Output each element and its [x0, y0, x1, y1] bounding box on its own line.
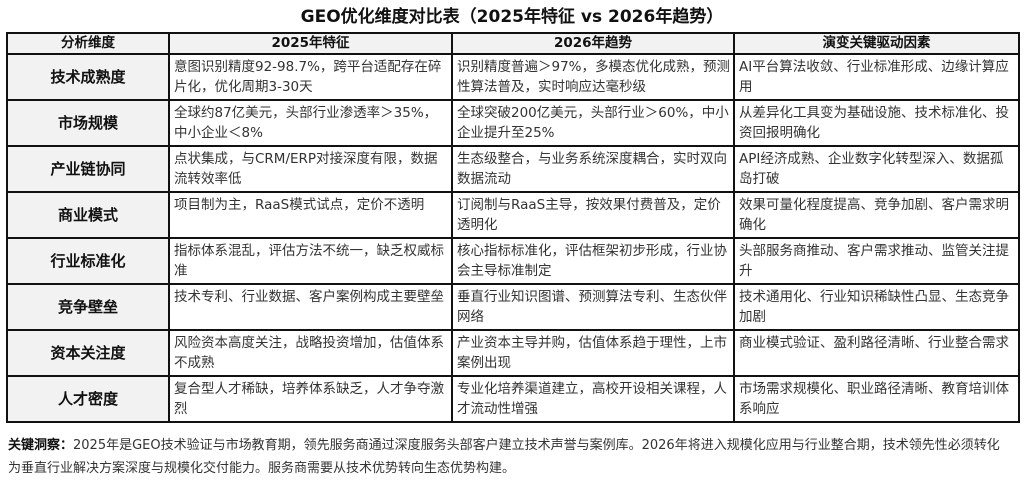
dimension-cell: 人才密度 [6, 375, 170, 423]
feature-2025-cell: 技术专利、行业数据、客户案例构成主要壁垒 [168, 283, 453, 331]
feature-2025-cell: 项目制为主，RaaS模式试点，定价不透明 [168, 191, 453, 239]
page-title: GEO优化维度对比表（2025年特征 vs 2026年趋势） [300, 7, 724, 27]
column-header-2026: 2026年趋势 [451, 32, 735, 55]
column-header-drivers: 演变关键驱动因素 [733, 32, 1020, 55]
driver-cell: 从差异化工具变为基础设施、技术标准化、投资回报明确化 [733, 99, 1020, 147]
table-header-row: 分析维度 2025年特征 2026年趋势 演变关键驱动因素 [6, 32, 1020, 55]
trend-2026-cell: 专业化培养渠道建立，高校开设相关课程，人才流动性增强 [451, 375, 735, 423]
table-row: 市场规模 全球约87亿美元，头部行业渗透率＞35%，中小企业＜8% 全球突破200亿… [6, 99, 1020, 147]
driver-cell: 市场需求规模化、职业路径清晰、教育培训体系响应 [733, 375, 1020, 423]
table-row: 竞争壁垒 技术专利、行业数据、客户案例构成主要壁垒 垂直行业知识图谱、预测算法专利、… [6, 283, 1020, 331]
feature-2025-cell: 全球约87亿美元，头部行业渗透率＞35%，中小企业＜8% [168, 99, 453, 147]
dimension-cell: 市场规模 [6, 99, 170, 147]
key-insight-text: 2025年是GEO技术验证与市场教育期，领先服务商通过深度服务头部客户建立技术声… [8, 438, 1000, 476]
trend-2026-cell: 产业资本主导并购，估值体系趋于理性，上市案例出现 [451, 329, 735, 377]
driver-cell: 商业模式验证、盈利路径清晰、行业整合需求 [733, 329, 1020, 377]
dimension-cell: 产业链协同 [6, 145, 170, 193]
table-row: 行业标准化 指标体系混乱，评估方法不统一，缺乏权威标准 核心指标标准化，评估框架初步… [6, 237, 1020, 285]
trend-2026-cell: 订阅制与RaaS主导，按效果付费普及，定价透明化 [451, 191, 735, 239]
column-header-2025: 2025年特征 [168, 32, 453, 55]
key-insight: 关键洞察：2025年是GEO技术验证与市场教育期，领先服务商通过深度服务头部客户… [8, 434, 1008, 480]
driver-cell: 技术通用化、行业知识稀缺性凸显、生态竞争加剧 [733, 283, 1020, 331]
dimension-cell: 商业模式 [6, 191, 170, 239]
driver-cell: 效果可量化程度提高、竞争加剧、客户需求明确化 [733, 191, 1020, 239]
feature-2025-cell: 风险资本高度关注，战略投资增加，估值体系不成熟 [168, 329, 453, 377]
trend-2026-cell: 垂直行业知识图谱、预测算法专利、生态伙伴网络 [451, 283, 735, 331]
driver-cell: AI平台算法收敛、行业标准形成、边缘计算应用 [733, 53, 1020, 101]
table-row: 资本关注度 风险资本高度关注，战略投资增加，估值体系不成熟 产业资本主导并购，估值体… [6, 329, 1020, 377]
key-insight-label: 关键洞察： [8, 438, 74, 453]
feature-2025-cell: 指标体系混乱，评估方法不统一，缺乏权威标准 [168, 237, 453, 285]
feature-2025-cell: 点状集成，与CRM/ERP对接深度有限，数据流转效率低 [168, 145, 453, 193]
dimension-cell: 技术成熟度 [6, 53, 170, 101]
feature-2025-cell: 复合型人才稀缺，培养体系缺乏，人才争夺激烈 [168, 375, 453, 423]
table-row: 产业链协同 点状集成，与CRM/ERP对接深度有限，数据流转效率低 生态级整合，与业… [6, 145, 1020, 193]
trend-2026-cell: 生态级整合，与业务系统深度耦合，实时双向数据流动 [451, 145, 735, 193]
trend-2026-cell: 识别精度普遍＞97%，多模态优化成熟，预测性算法普及，实时响应达毫秒级 [451, 53, 735, 101]
table-row: 人才密度 复合型人才稀缺，培养体系缺乏，人才争夺激烈 专业化培养渠道建立，高校开设相… [6, 375, 1020, 423]
dimension-cell: 竞争壁垒 [6, 283, 170, 331]
driver-cell: API经济成熟、企业数字化转型深入、数据孤岛打破 [733, 145, 1020, 193]
trend-2026-cell: 核心指标标准化，评估框架初步形成，行业协会主导标准制定 [451, 237, 735, 285]
trend-2026-cell: 全球突破200亿美元，头部行业＞60%，中小企业提升至25% [451, 99, 735, 147]
table-row: 商业模式 项目制为主，RaaS模式试点，定价不透明 订阅制与RaaS主导，按效果付费… [6, 191, 1020, 239]
driver-cell: 头部服务商推动、客户需求推动、监管关注提升 [733, 237, 1020, 285]
dimension-cell: 行业标准化 [6, 237, 170, 285]
column-header-dimension: 分析维度 [6, 32, 170, 55]
table-row: 技术成熟度 意图识别精度92-98.7%，跨平台适配存在碎片化，优化周期3-30天… [6, 53, 1020, 101]
dimension-cell: 资本关注度 [6, 329, 170, 377]
comparison-table: 分析维度 2025年特征 2026年趋势 演变关键驱动因素 技术成熟度 意图识别精… [6, 32, 1020, 423]
feature-2025-cell: 意图识别精度92-98.7%，跨平台适配存在碎片化，优化周期3-30天 [168, 53, 453, 101]
